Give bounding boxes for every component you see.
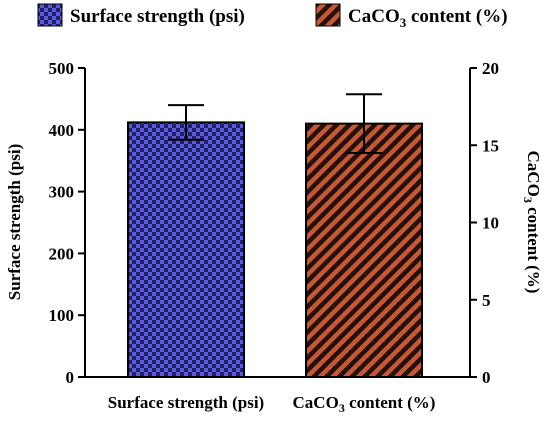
y2-axis-title: CaCO3 content (%)	[521, 151, 543, 294]
x-tick-label-surface-strength: Surface strength (psi)	[108, 393, 264, 412]
left-y-tick-label: 0	[66, 368, 75, 387]
left-y-tick-label: 200	[49, 244, 75, 263]
legend-label-caco3-content: CaCO3 content (%)	[348, 6, 508, 30]
left-y-tick-label: 500	[49, 59, 75, 78]
legend-label-surface-strength: Surface strength (psi)	[70, 6, 245, 27]
left-y-tick-label: 100	[49, 306, 75, 325]
right-y-tick-label: 20	[482, 59, 499, 78]
bar-surface-strength	[127, 121, 245, 378]
legend-entry-caco3-content: CaCO3 content (%)	[315, 3, 508, 30]
bars	[127, 93, 423, 379]
y-axis-title: Surface strength (psi)	[5, 144, 24, 300]
right-y-tick-label: 0	[482, 368, 491, 387]
right-y-ticks: 0 5 10 15 20	[470, 59, 499, 387]
left-y-ticks: 0 100 200 300 400 500	[49, 59, 85, 387]
x-tick-label-caco3-content: CaCO3 content (%)	[293, 393, 436, 415]
right-y-tick-label: 15	[482, 136, 499, 155]
bar-caco3-content	[305, 122, 423, 379]
legend: Surface strength (psi) CaCO3 content (%)	[37, 3, 508, 30]
legend-swatch-surface-strength	[37, 3, 63, 27]
right-y-tick-label: 10	[482, 214, 499, 233]
legend-entry-surface-strength: Surface strength (psi)	[37, 3, 245, 27]
left-y-tick-label: 400	[49, 121, 75, 140]
legend-swatch-caco3-content	[315, 3, 341, 27]
left-y-tick-label: 300	[49, 183, 75, 202]
right-y-tick-label: 5	[482, 291, 491, 310]
